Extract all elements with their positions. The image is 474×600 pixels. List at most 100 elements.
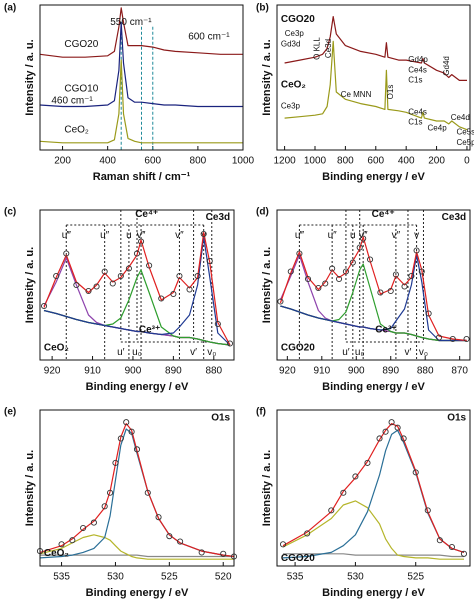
x-tick-label: 890 xyxy=(382,366,399,377)
annotation: Ce3p xyxy=(285,29,305,38)
x-tick-label: 910 xyxy=(313,366,330,377)
data-point xyxy=(226,340,234,347)
data-point xyxy=(287,268,294,275)
data-point xyxy=(364,459,371,466)
x-tick-label: 525 xyxy=(407,572,424,583)
data-point xyxy=(328,507,335,514)
data-point xyxy=(63,250,70,257)
annotation: Ce³⁺ xyxy=(139,325,160,336)
data-point xyxy=(304,275,312,283)
annotation: Ce5p xyxy=(456,138,474,147)
x-tick-label: 200 xyxy=(54,156,71,167)
data-point xyxy=(125,265,132,272)
spectrum-line xyxy=(279,236,467,342)
spectrum-line xyxy=(43,236,231,346)
data-point xyxy=(112,459,119,466)
annotation: Ce3d xyxy=(324,39,333,58)
data-point xyxy=(401,283,408,290)
series-label: CeO₂ xyxy=(281,79,306,90)
y-axis-label: Intensity / a. u. xyxy=(24,39,36,115)
spectrum-line xyxy=(40,554,234,558)
data-point xyxy=(340,489,347,496)
x-tick-label: 880 xyxy=(205,366,222,377)
data-point xyxy=(449,335,456,343)
data-point xyxy=(335,275,343,283)
data-point xyxy=(388,419,395,426)
panel-label: (a) xyxy=(4,3,16,14)
data-point xyxy=(424,507,431,514)
data-point xyxy=(107,489,114,496)
data-point xyxy=(463,335,470,343)
spectrum-line xyxy=(283,553,464,558)
x-axis-label: Binding energy / eV xyxy=(322,587,425,599)
x-axis-label: Binding energy / eV xyxy=(86,381,189,393)
component-label: v‴ xyxy=(137,230,146,241)
x-axis-label: Raman shift / cm⁻¹ xyxy=(93,171,191,183)
x-tick-label: 900 xyxy=(125,366,142,377)
annotation: Ce4s xyxy=(408,107,427,116)
plot-frame xyxy=(39,409,235,567)
component-label: u″ xyxy=(100,230,110,241)
data-point xyxy=(349,259,356,266)
data-point xyxy=(448,543,455,551)
data-point xyxy=(198,549,205,556)
data-point xyxy=(186,286,193,293)
data-point xyxy=(101,268,108,275)
data-point xyxy=(109,280,116,287)
annotation: Ce4p xyxy=(428,123,448,132)
x-tick-label: 525 xyxy=(161,572,178,583)
data-point xyxy=(40,302,48,310)
annotation: Ce⁴⁺ xyxy=(135,209,158,220)
data-point xyxy=(460,550,468,557)
panel-label: (e) xyxy=(4,407,16,418)
data-point xyxy=(80,524,87,532)
data-point xyxy=(144,489,151,496)
y-axis-label: Intensity / a. u. xyxy=(24,247,36,323)
annotation: Gd4p xyxy=(408,55,428,64)
data-point xyxy=(170,290,177,298)
annotation: CGO20 xyxy=(281,343,315,354)
annotation: Gd3d xyxy=(281,39,301,48)
spectrum-line xyxy=(284,16,467,81)
data-point xyxy=(194,272,201,280)
spectrum-line xyxy=(39,59,243,144)
annotation: O1s xyxy=(386,85,395,100)
data-point xyxy=(123,419,130,426)
spectrum-line xyxy=(280,254,467,342)
x-tick-label: 530 xyxy=(107,572,124,583)
annotation: Ce³⁺ xyxy=(375,325,396,336)
annotation: Ce3d xyxy=(206,212,230,223)
x-tick-label: 920 xyxy=(44,366,61,377)
data-point xyxy=(367,256,374,263)
data-point xyxy=(352,473,359,480)
component-label: u′ xyxy=(117,347,125,358)
data-point xyxy=(356,244,363,251)
component-label: u xyxy=(126,230,132,241)
data-point xyxy=(146,262,153,269)
component-label: v xyxy=(414,230,419,241)
annotation: Ce MNN xyxy=(341,90,372,99)
x-tick-label: 535 xyxy=(287,572,304,583)
data-point xyxy=(166,533,173,540)
component-label: v′ xyxy=(190,347,197,358)
x-tick-label: 530 xyxy=(347,572,364,583)
x-tick-label: 1200 xyxy=(273,156,296,167)
annotation: CeO₂ xyxy=(44,548,69,559)
data-point xyxy=(90,519,97,526)
x-tick-label: 910 xyxy=(84,366,101,377)
x-tick-label: 400 xyxy=(398,156,415,167)
x-tick-label: 520 xyxy=(215,572,232,583)
data-point xyxy=(117,435,124,442)
spectrum-line xyxy=(39,423,235,558)
data-point xyxy=(342,268,349,275)
data-point xyxy=(408,272,415,280)
data-point xyxy=(425,310,432,317)
x-tick-label: 600 xyxy=(367,156,384,167)
component-label: u₀ xyxy=(132,347,142,358)
x-tick-label: 535 xyxy=(53,572,70,583)
panel-label: (d) xyxy=(256,207,269,218)
data-point xyxy=(400,435,407,442)
annotation: Ce3p xyxy=(281,102,301,111)
annotation: 550 cm⁻¹ xyxy=(110,17,152,28)
data-point xyxy=(435,334,443,341)
